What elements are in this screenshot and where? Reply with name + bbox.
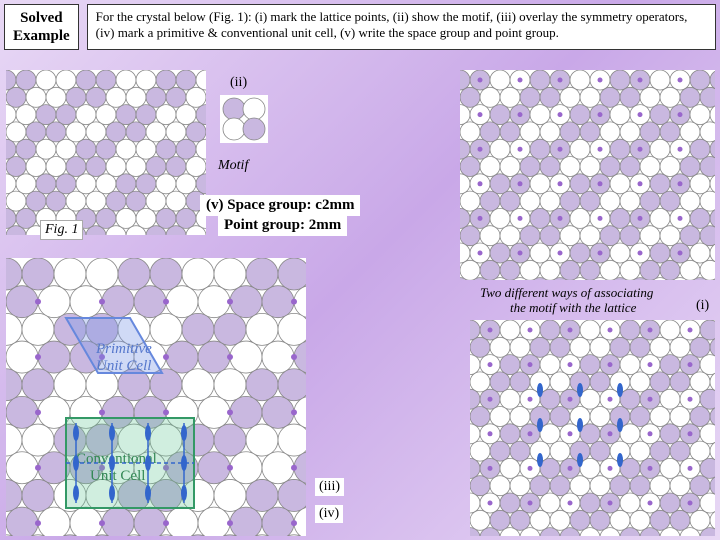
motif-label: Motif [218,158,248,174]
problem-prompt: For the crystal below (Fig. 1): (i) mark… [87,4,716,50]
iv-label: (iv) [315,505,343,523]
ii-label: (ii) [230,75,247,91]
motif-figure [220,95,268,143]
iii-label: (iii) [315,478,344,496]
svg-text:Unit Cell: Unit Cell [90,468,145,484]
figure-1-crystal [6,70,206,235]
assoc-line1: Two different ways of associating [480,285,653,301]
symmetry-figure [470,320,715,536]
badge-line1: Solved [13,9,70,27]
unit-cells-figure: PrimitiveUnit CellConventionalUnit Cell [6,258,306,536]
assoc-line2: the motif with the lattice [510,300,636,316]
fig1-label: Fig. 1 [40,220,83,240]
badge-line2: Example [13,27,70,45]
svg-text:Conventional: Conventional [76,451,157,467]
svg-text:Primitive: Primitive [95,341,152,357]
space-group-label: (v) Space group: c2mm [200,195,360,216]
svg-text:Unit Cell: Unit Cell [96,358,151,374]
lattice-points-figure [460,70,715,280]
point-group-label: Point group: 2mm [218,215,347,236]
i-label: (i) [696,298,709,314]
solved-example-badge: Solved Example [4,4,79,50]
